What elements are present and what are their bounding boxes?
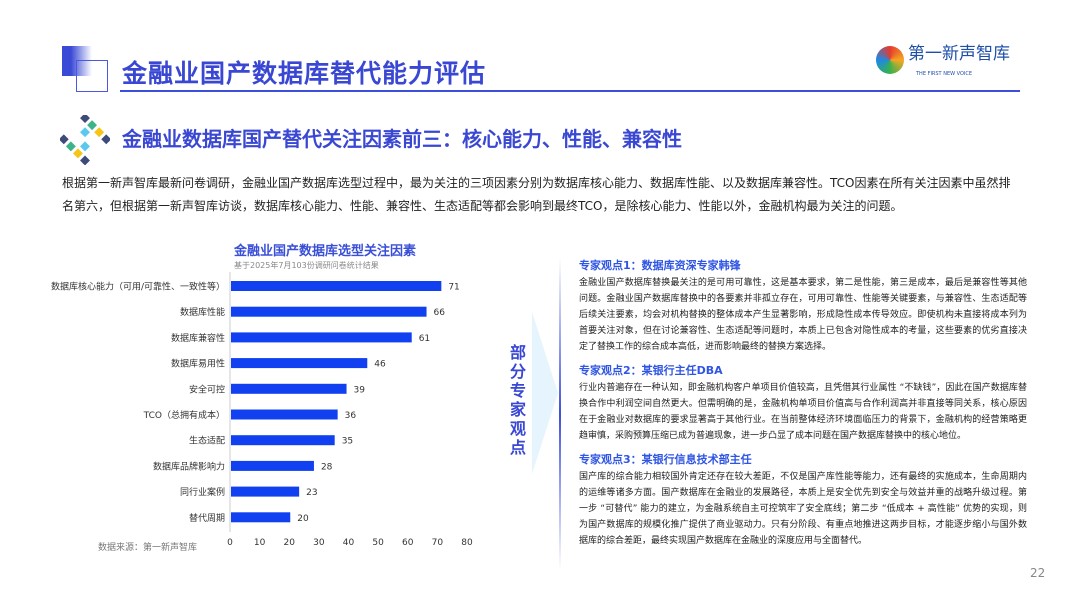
x-tick-label: 50 xyxy=(372,538,384,548)
opinion-title: 专家观点2：某银行主任DBA xyxy=(579,364,723,377)
diamond-pattern-icon xyxy=(60,115,110,165)
opinion-text: 行业内普遍存在一种认知，即金融机构客户单项目价值较高，且凭借其行业属性 “不缺钱… xyxy=(579,383,1027,441)
bar xyxy=(231,281,442,291)
bar xyxy=(231,512,291,523)
data-label: 71 xyxy=(448,283,459,293)
opinion-title: 专家观点1：数据库资深专家韩锋 xyxy=(579,259,741,272)
opinion-text: 金融业国产数据库替换最关注的是可用可靠性，这是基本要求，第二是性能，第三是成本，… xyxy=(579,278,1027,352)
data-label: 23 xyxy=(306,488,317,498)
logo-globe-icon xyxy=(876,46,904,74)
x-tick-label: 80 xyxy=(461,538,473,548)
x-tick-label: 70 xyxy=(432,538,444,548)
section-subtitle: 金融业数据库国产替代关注因素前三：核心能力、性能、兼容性 xyxy=(122,127,682,151)
data-label: 66 xyxy=(434,308,446,318)
opinion-title: 专家观点3：某银行信息技术部主任 xyxy=(579,453,752,466)
bar xyxy=(231,460,314,471)
bar xyxy=(231,358,368,369)
logo-name: 第一新声智库 xyxy=(908,44,1010,64)
category-label: TCO（总拥有成本） xyxy=(143,409,225,421)
category-label: 数据库性能 xyxy=(180,306,225,318)
arrow-shape xyxy=(532,312,558,474)
x-tick-label: 10 xyxy=(254,538,266,548)
opinion-1: 专家观点1：数据库资深专家韩锋金融业国产数据库替换最关注的是可用可靠性，这是基本… xyxy=(579,258,1027,355)
x-tick-label: 40 xyxy=(343,538,355,548)
data-label: 35 xyxy=(342,437,353,447)
category-label: 数据库核心能力（可用/可靠性、一致性等） xyxy=(51,281,225,293)
logo: 第一新声智库 THE FIRST NEW VOICE xyxy=(876,42,1026,84)
bar xyxy=(231,383,347,394)
x-tick-label: 30 xyxy=(313,538,325,548)
divider-line xyxy=(559,258,561,570)
data-source: 数据来源：第一新声智库 xyxy=(98,543,198,553)
category-label: 数据库兼容性 xyxy=(171,332,225,344)
data-label: 28 xyxy=(321,462,333,472)
bar xyxy=(231,435,335,446)
category-label: 生态适配 xyxy=(189,435,225,447)
opinion-3: 专家观点3：某银行信息技术部主任国产库的综合能力相较国外肯定还存在较大差距，不仅… xyxy=(579,452,1027,549)
x-tick-label: 20 xyxy=(284,538,296,548)
logo-subtitle: THE FIRST NEW VOICE xyxy=(916,71,973,77)
bar xyxy=(231,332,412,343)
category-label: 同行业案例 xyxy=(180,486,225,498)
intro-paragraph: 根据第一新声智库最新问卷调研，金融业国产数据库选型过程中，最为关注的三项因素分别… xyxy=(62,176,1011,213)
data-label: 39 xyxy=(354,385,366,395)
opinion-text: 国产库的综合能力相较国外肯定还存在较大差距，不仅是国产库性能等能力，还有最终的实… xyxy=(579,472,1027,546)
bar xyxy=(231,409,338,420)
bar xyxy=(231,486,300,497)
title-decoration-outline xyxy=(76,60,108,92)
category-label: 数据库易用性 xyxy=(171,358,225,370)
page-title: 金融业国产数据库替代能力评估 xyxy=(122,59,487,88)
data-label: 36 xyxy=(345,411,357,421)
bar-chart: 数据库核心能力（可用/可靠性、一致性等） 71 数据库性能 66 数据库兼容性 61 数据库… xyxy=(51,272,473,548)
chart-title: 金融业国产数据库选型关注因素 xyxy=(234,244,417,259)
title-decoration-square xyxy=(62,46,92,76)
data-label: 61 xyxy=(419,334,430,344)
side-label: 部分专家观点 xyxy=(509,343,526,457)
x-tick-label: 0 xyxy=(227,538,233,548)
data-label: 46 xyxy=(374,360,386,370)
bar xyxy=(231,306,427,317)
data-label: 20 xyxy=(297,514,309,524)
category-label: 替代周期 xyxy=(189,512,225,524)
page-number: 22 xyxy=(1030,566,1046,580)
title-underline xyxy=(120,90,1020,92)
x-tick-label: 60 xyxy=(402,538,414,548)
expert-opinions: 专家观点1：数据库资深专家韩锋金融业国产数据库替换最关注的是可用可靠性，这是基本… xyxy=(579,258,1027,549)
category-label: 安全可控 xyxy=(189,383,225,395)
opinion-2: 专家观点2：某银行主任DBA 行业内普遍存在一种认知，即金融机构客户单项目价值较高… xyxy=(579,363,1027,444)
category-label: 数据库品牌影响力 xyxy=(153,460,225,472)
chart-subtitle: 基于2025年7月103份调研问卷统计结果 xyxy=(234,261,379,270)
